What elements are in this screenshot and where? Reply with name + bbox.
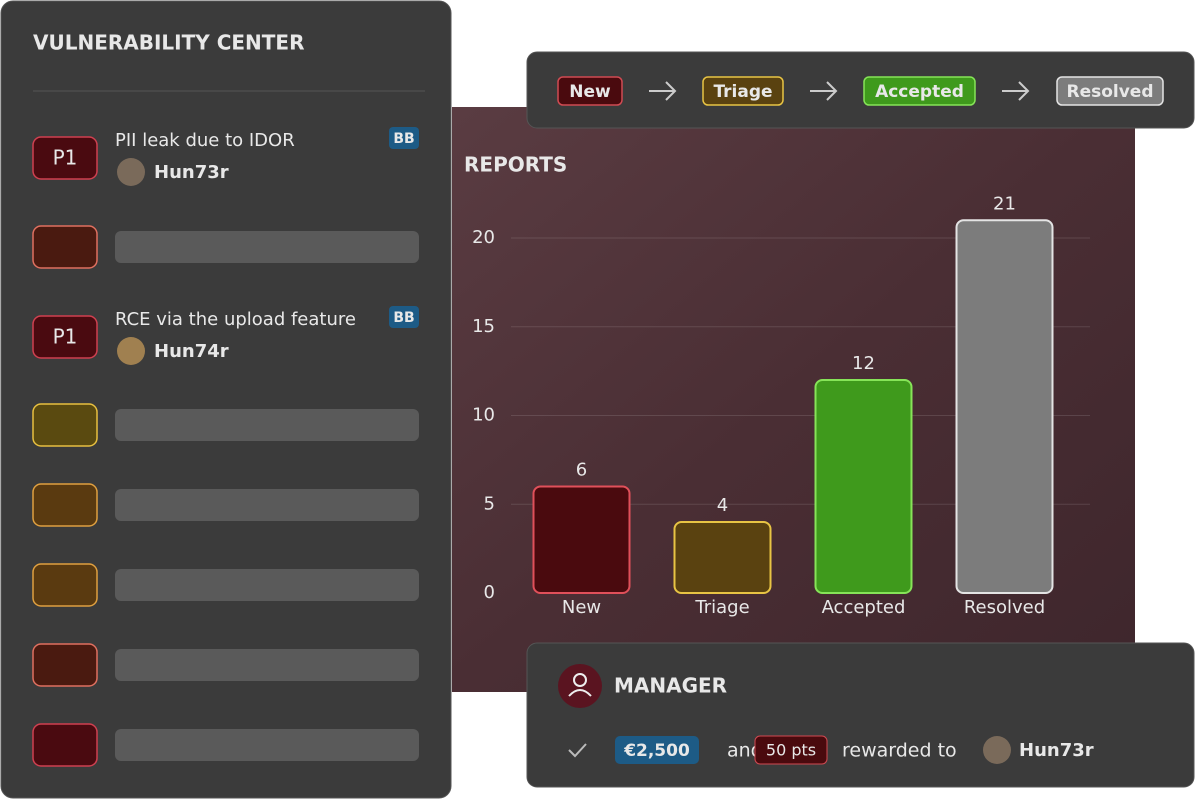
report-list: P1 PII leak due to IDOR Hun73r BB P1 RCE via … xyxy=(32,127,419,767)
y-tick-label: 0 xyxy=(484,582,495,603)
value-label: 4 xyxy=(717,495,728,516)
priority-badge xyxy=(32,723,98,767)
y-tick-label: 15 xyxy=(472,316,495,337)
status-badge xyxy=(863,76,976,106)
reward-badge xyxy=(615,736,699,764)
x-tick-label: Triage xyxy=(694,597,749,618)
bar xyxy=(955,219,1054,594)
sidebar-title: VULNERABILITY CENTER xyxy=(33,31,304,55)
status: Triage xyxy=(713,82,772,102)
avatar xyxy=(983,736,1011,764)
manager-user: Hun73r xyxy=(1019,740,1094,761)
bar xyxy=(814,379,913,594)
priority-badge xyxy=(32,563,98,607)
status: New xyxy=(569,82,611,102)
reporter: Hun74r xyxy=(154,341,229,362)
priority: P1 xyxy=(53,325,78,349)
placeholder xyxy=(115,729,419,761)
priority-badge xyxy=(32,315,98,359)
priority-badge xyxy=(32,225,98,269)
reporter: Hun73r xyxy=(154,162,229,183)
joiner: and xyxy=(727,740,763,762)
placeholder xyxy=(115,649,419,681)
arrow xyxy=(649,81,677,101)
phrase: rewarded to xyxy=(842,740,957,762)
placeholder xyxy=(115,409,419,441)
placeholder xyxy=(115,489,419,521)
status: Resolved xyxy=(1066,82,1153,102)
status-badge xyxy=(702,76,784,106)
status-badge xyxy=(1056,76,1164,106)
priority-badge xyxy=(32,643,98,687)
report-title: RCE via the upload feature xyxy=(115,309,356,330)
value-label: 12 xyxy=(852,353,875,374)
icon-head xyxy=(573,673,587,687)
manager-title: MANAGER xyxy=(614,674,727,698)
priority-badge xyxy=(32,403,98,447)
y-tick-label: 10 xyxy=(472,405,495,426)
chart: 0 5 10 15 20 New 6 Triage 4 Accepted 12 Resolved 21 xyxy=(472,193,1090,618)
tag-badge xyxy=(389,127,419,149)
avatar xyxy=(117,337,145,365)
priority-badge xyxy=(32,136,98,180)
value-label: 6 xyxy=(576,460,587,481)
priority-badge xyxy=(32,483,98,527)
points: 50 pts xyxy=(766,741,816,760)
bar xyxy=(532,485,631,594)
manager-panel xyxy=(526,642,1195,788)
y-tick-label: 20 xyxy=(472,227,495,248)
priority: P1 xyxy=(53,146,78,170)
tag: BB xyxy=(393,310,414,326)
arrow xyxy=(1002,81,1030,101)
tag-badge xyxy=(389,306,419,328)
x-tick-label: New xyxy=(562,597,601,618)
check xyxy=(568,743,587,758)
status-badge xyxy=(557,76,623,106)
placeholder xyxy=(115,231,419,263)
report-title: PII leak due to IDOR xyxy=(115,130,295,151)
pipeline-panel xyxy=(526,51,1195,129)
avatar xyxy=(117,158,145,186)
x-tick-label: Accepted xyxy=(822,597,906,618)
points-badge xyxy=(754,735,828,765)
icon-body xyxy=(568,689,592,697)
value-label: 21 xyxy=(993,193,1016,214)
arrow xyxy=(810,81,838,101)
bar xyxy=(673,521,772,594)
status: Accepted xyxy=(875,82,964,102)
placeholder xyxy=(115,569,419,601)
tag: BB xyxy=(393,131,414,147)
pipeline: New Triage Accepted Resolved xyxy=(557,76,1164,106)
y-tick-label: 5 xyxy=(484,493,495,514)
reward: €2,500 xyxy=(623,741,690,761)
x-tick-label: Resolved xyxy=(964,597,1045,618)
chart-title: REPORTS xyxy=(464,153,567,177)
